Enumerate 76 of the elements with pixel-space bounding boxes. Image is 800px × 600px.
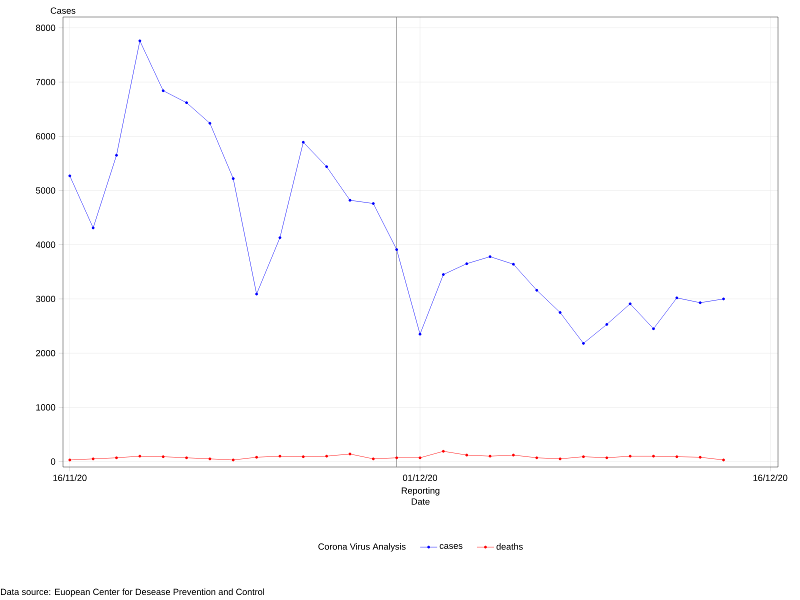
point [628,302,632,306]
point [418,332,422,336]
point [138,454,142,458]
point [255,292,258,296]
point [395,456,398,460]
point [325,454,328,458]
point [535,288,538,292]
point [512,454,515,456]
point [558,311,562,314]
point [278,236,282,240]
x-tick-label: 01/12/20 [402,474,438,482]
point [512,262,515,266]
point [652,454,655,458]
point [302,455,305,458]
x-tick-label: 16/12/20 [753,474,788,482]
y-tick-label: 6000 [36,133,56,140]
point [535,456,538,460]
source-note: Data source: Euopean Center for Desease Prevention and Control [0,588,264,597]
point [325,165,328,168]
point [442,450,445,453]
y-tick-label: 5000 [36,187,56,194]
y-tick-label: 2000 [36,350,56,356]
point [232,177,235,180]
point [605,323,608,326]
point [208,457,212,460]
point [115,456,118,460]
legend-label: cases [440,544,462,549]
point [722,298,725,300]
point [232,458,235,462]
legend-title: Corona Virus Analysis [318,543,406,552]
point [722,458,725,462]
x-tick-label: 16/11/20 [53,474,87,482]
point [582,455,585,458]
y-tick-label: 1000 [36,404,56,411]
point [605,456,608,460]
point [652,327,655,330]
point [255,456,258,459]
y-axis-title: Cases [50,7,76,14]
point [418,456,422,460]
point [92,457,95,460]
point [348,198,352,202]
point [628,454,632,458]
point [465,454,468,456]
point [442,273,445,276]
point [68,174,72,178]
point [115,154,118,157]
point [488,454,492,458]
point [185,456,188,460]
point [185,101,188,104]
point [698,456,702,459]
legend-label: deaths [496,543,523,550]
point [208,122,212,125]
point [558,457,562,460]
point [698,301,702,304]
point [488,255,492,258]
y-tick-label: 3000 [36,296,56,302]
y-tick-label: 4000 [36,242,56,248]
point [372,457,375,460]
point [675,296,678,300]
point [465,262,468,266]
point [68,458,72,462]
y-tick-label: 8000 [36,24,56,32]
point [582,342,585,345]
point [278,454,282,458]
point [675,455,678,458]
point [395,248,398,251]
point [162,455,165,458]
y-tick-label: 0 [50,458,56,465]
y-tick-label: 7000 [36,78,56,86]
point [302,140,305,144]
point [92,226,95,230]
point [372,202,375,205]
x-axis-title: Reporting Date [402,487,440,505]
point [162,89,165,92]
point [348,452,352,456]
point [138,39,142,42]
